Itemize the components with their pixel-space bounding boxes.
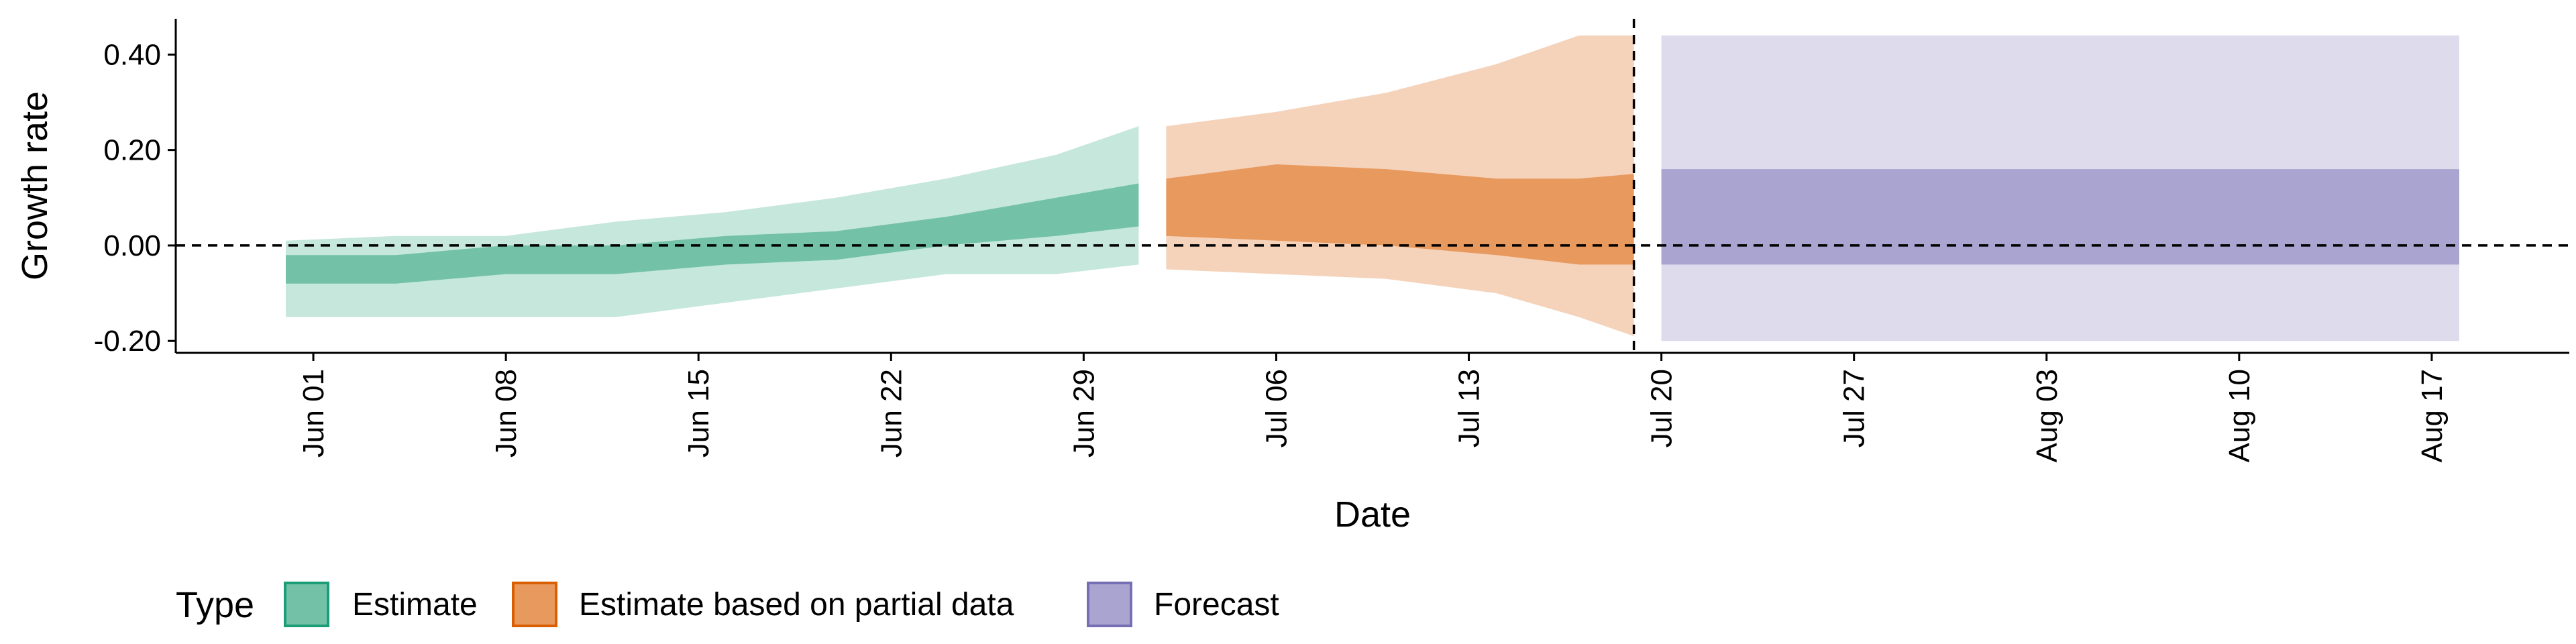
x-tick-label: Jun 22 bbox=[875, 369, 908, 458]
band-inner-estimate bbox=[286, 183, 1139, 284]
x-tick-label: Jun 15 bbox=[682, 369, 715, 458]
x-tick-label: Jul 20 bbox=[1646, 369, 1678, 447]
band-inner-estimate-based-on-partial-data bbox=[1166, 164, 1634, 265]
x-tick-label: Aug 10 bbox=[2223, 369, 2256, 462]
x-axis-title: Date bbox=[1334, 494, 1411, 535]
x-tick-label: Aug 03 bbox=[2031, 369, 2063, 462]
reference-lines bbox=[176, 19, 2569, 353]
y-tick-label: 0.00 bbox=[103, 229, 161, 262]
x-tick-label: Aug 17 bbox=[2416, 369, 2449, 462]
legend-key-estimate-based-on-partial-data bbox=[512, 582, 557, 627]
x-tick-label: Jul 06 bbox=[1260, 369, 1293, 447]
x-tick-label: Jun 01 bbox=[297, 369, 330, 458]
x-tick-label: Jun 08 bbox=[490, 369, 523, 458]
legend-label-forecast: Forecast bbox=[1154, 587, 1279, 623]
uncertainty-bands bbox=[286, 35, 2459, 341]
legend-label-estimate-based-on-partial-data: Estimate based on partial data bbox=[579, 587, 1014, 623]
legend: Type Estimate Estimate based on partial d… bbox=[176, 582, 1279, 627]
axes: -0.20 0.00 0.20 0.40 Jun 01 Jun 08 Jun 15 Jun 2… bbox=[94, 19, 2569, 462]
y-tick-label: -0.20 bbox=[94, 325, 161, 358]
x-tick-label: Jul 27 bbox=[1838, 369, 1871, 447]
x-tick-label: Jul 13 bbox=[1453, 369, 1486, 447]
x-tick-label: Jun 29 bbox=[1067, 369, 1100, 458]
y-axis-title: Growth rate bbox=[15, 91, 55, 280]
band-inner-forecast bbox=[1661, 169, 2459, 265]
legend-title: Type bbox=[176, 585, 254, 625]
y-tick-label: 0.20 bbox=[103, 134, 161, 167]
y-tick-label: 0.40 bbox=[103, 38, 161, 71]
legend-key-forecast bbox=[1087, 582, 1132, 627]
legend-label-estimate: Estimate bbox=[352, 587, 478, 623]
legend-key-estimate bbox=[284, 582, 329, 627]
